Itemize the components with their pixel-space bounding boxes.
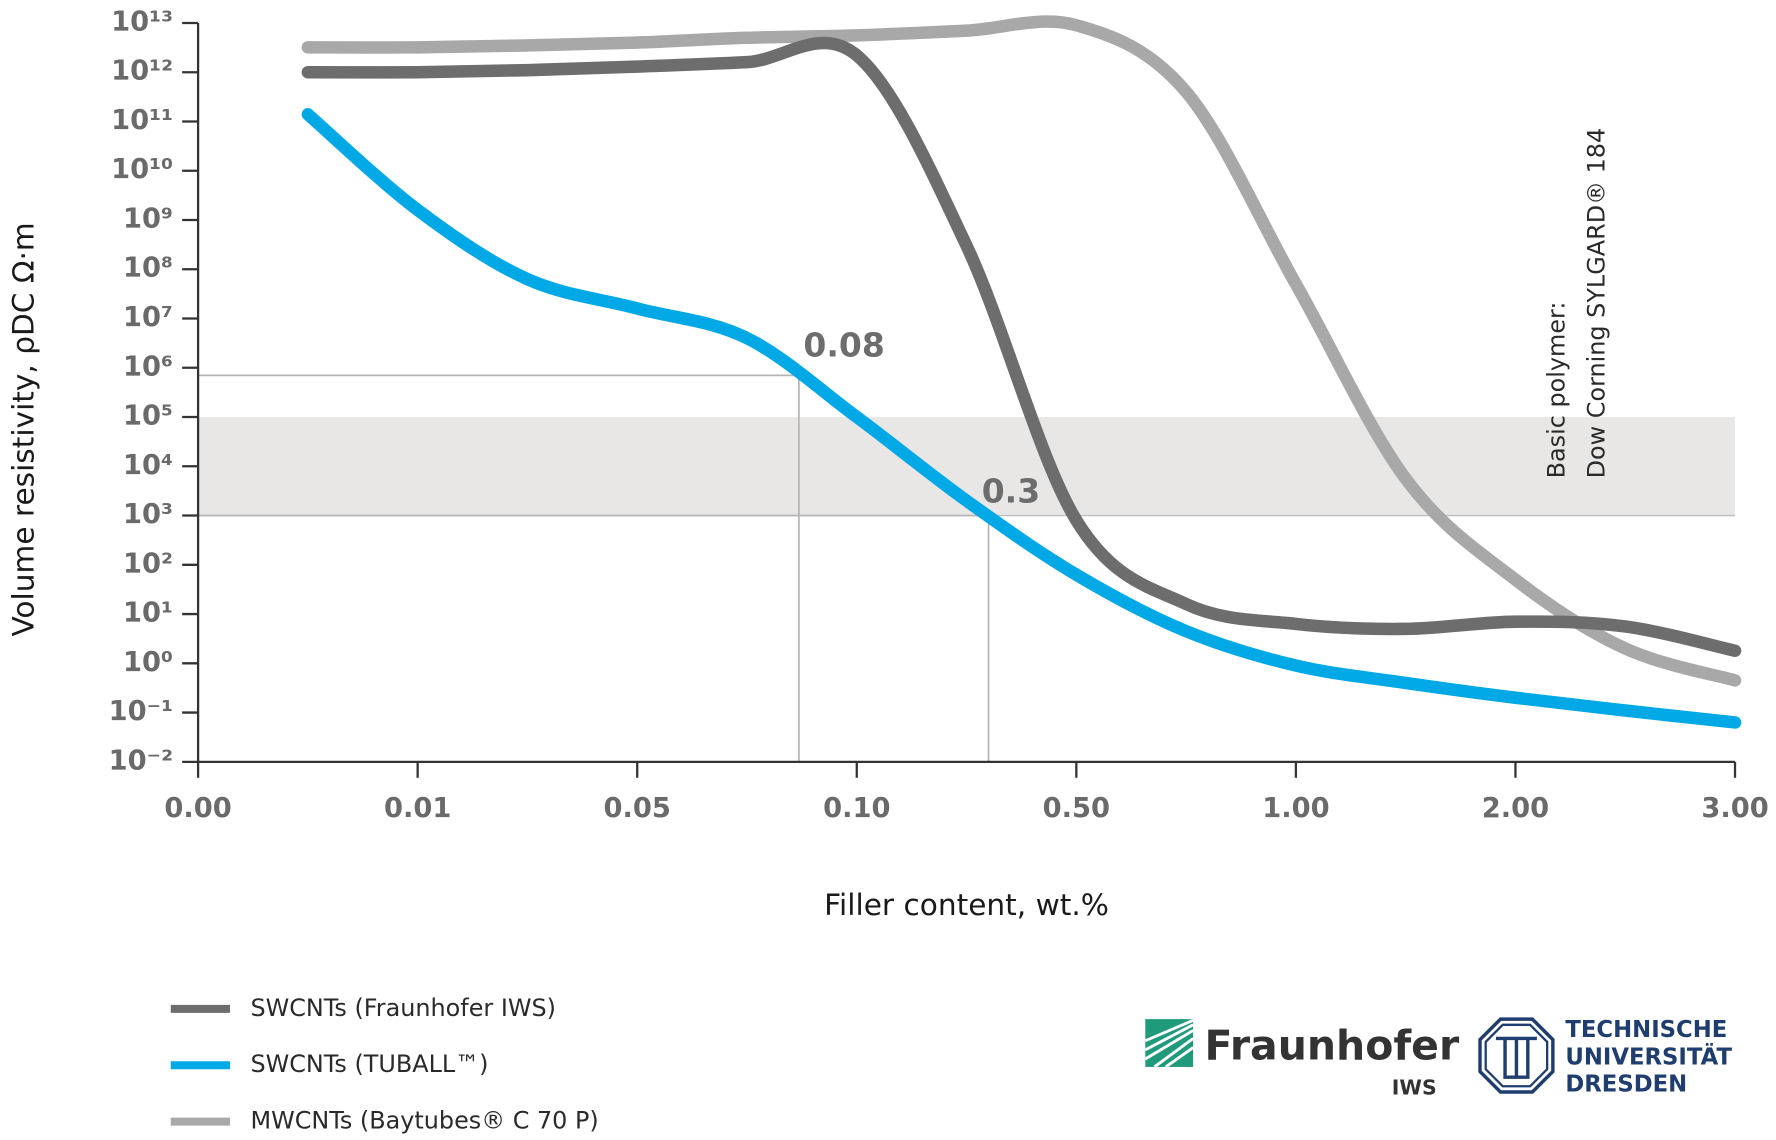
y-tick-label: 10⁹ xyxy=(123,203,173,234)
logo-mark xyxy=(1495,1036,1537,1079)
y-tick-label: 10⁴ xyxy=(123,450,173,481)
note: Basic polymer: xyxy=(1542,302,1570,479)
y-tick-label: 10¹³ xyxy=(111,6,173,37)
logo-stripes xyxy=(1144,1018,1194,1069)
y-tick-label: 10¹² xyxy=(111,56,173,87)
annotation: 0.08 xyxy=(803,325,884,364)
y-tick-label: 10¹¹ xyxy=(111,105,173,136)
tud-logo: TECHNISCHE UNIVERSITÄT DRESDEN xyxy=(1478,1017,1732,1098)
y-tick-label: 10⁸ xyxy=(123,253,173,284)
x-tick-label: 0.01 xyxy=(384,793,451,824)
legend-label: SWCNTs (TUBALL™) xyxy=(250,1050,488,1078)
y-tick-label: 10⁷ xyxy=(123,302,173,333)
y-axis-label: Volume resistivity, ρDC Ω·m xyxy=(7,222,41,636)
note: Dow Corning SYLGARD® 184 xyxy=(1582,128,1610,479)
x-tick-label: 0.05 xyxy=(604,793,671,824)
logo-text: UNIVERSITÄT xyxy=(1565,1042,1732,1070)
logo-text: TECHNISCHE xyxy=(1565,1017,1727,1043)
logo-text: Fraunhofer xyxy=(1204,1022,1459,1070)
annotation: 0.3 xyxy=(982,471,1040,510)
logo-text: IWS xyxy=(1392,1076,1437,1100)
x-tick-label: 0.50 xyxy=(1043,793,1110,824)
y-tick-label: 10² xyxy=(123,548,173,579)
y-tick-label: 10⁶ xyxy=(123,351,173,382)
series-line xyxy=(301,108,1742,729)
x-axis-label: Filler content, wt.% xyxy=(824,888,1109,922)
y-tick-label: 10³ xyxy=(123,499,173,530)
logo-mark xyxy=(1484,1023,1549,1088)
legend-label: SWCNTs (Fraunhofer IWS) xyxy=(250,994,556,1022)
y-tick-label: 10⁻² xyxy=(109,745,173,776)
series-line xyxy=(301,36,1742,658)
y-tick-label: 10⁵ xyxy=(123,401,173,432)
x-tick-label: 0.00 xyxy=(164,793,231,824)
y-tick-label: 10⁻¹ xyxy=(109,696,173,727)
x-tick-label: 1.00 xyxy=(1262,793,1329,824)
fraunhofer-logo: Fraunhofer IWS xyxy=(1144,1018,1460,1100)
logo-text: DRESDEN xyxy=(1565,1072,1687,1098)
y-tick-label: 10¹ xyxy=(123,598,173,629)
x-tick-label: 0.10 xyxy=(823,793,890,824)
y-tick-label: 10⁰ xyxy=(123,647,173,678)
legend-label: MWCNTs (Baytubes® C 70 P) xyxy=(250,1107,598,1135)
x-tick-label: 3.00 xyxy=(1701,793,1768,824)
series-line xyxy=(301,15,1742,687)
logo-mark xyxy=(1478,1017,1555,1094)
x-tick-label: 2.00 xyxy=(1482,793,1549,824)
y-tick-label: 10¹⁰ xyxy=(111,154,173,185)
